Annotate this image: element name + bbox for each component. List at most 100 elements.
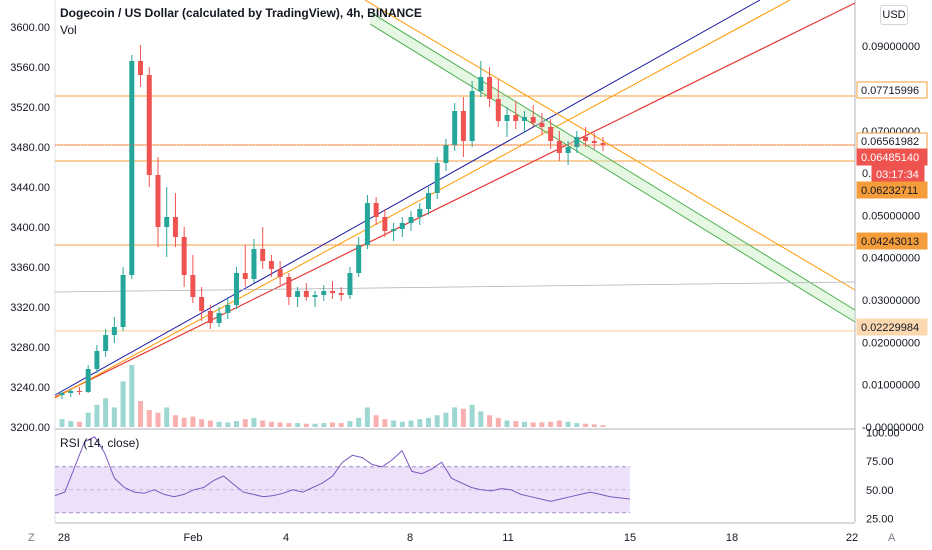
grey-line	[54, 281, 856, 293]
right-axis-tick: -0.00000000	[862, 422, 924, 434]
volume-bar	[155, 412, 161, 427]
time-axis-tick: 28	[58, 532, 70, 544]
volume-bar	[286, 423, 292, 427]
rsi-axis-tick: 75.00	[866, 456, 894, 468]
candle-body	[172, 217, 178, 237]
candle-body	[94, 351, 100, 369]
volume-bar	[504, 420, 510, 427]
volume-bar	[382, 419, 388, 427]
volume-bar	[460, 408, 466, 427]
left-corner-button[interactable]: Z	[28, 532, 35, 544]
volume-bar	[521, 421, 527, 427]
rsi-axis-tick: 25.00	[866, 514, 894, 526]
candle-body	[417, 209, 423, 217]
candle-body	[382, 217, 388, 231]
left-axis-tick: 3440.00	[10, 182, 50, 194]
price-label-box	[856, 181, 928, 199]
volume-bar	[513, 421, 519, 427]
volume-bar	[565, 421, 571, 427]
candle-body	[347, 273, 353, 295]
candle-body	[207, 311, 213, 323]
candle-body	[190, 275, 196, 297]
price-label: 0.06232711	[861, 185, 918, 197]
price-label: 0.02229984	[861, 322, 919, 334]
volume-bar	[591, 424, 597, 427]
currency-button[interactable]: USD	[880, 5, 908, 25]
volume-bar	[234, 421, 240, 427]
candle-body	[364, 203, 370, 245]
candle-body	[574, 137, 580, 147]
trendline-orange-up	[54, 0, 791, 399]
rsi-axis-tick: 100.00	[866, 427, 900, 439]
right-axis-tick: 0.02000000	[862, 337, 920, 349]
candle-body	[181, 237, 187, 275]
left-axis-tick: 3360.00	[10, 262, 50, 274]
candle-body	[556, 141, 562, 153]
candle-body	[434, 163, 440, 193]
candle-body	[242, 273, 248, 279]
candle-body	[373, 203, 379, 217]
candle-body	[138, 61, 144, 75]
volume-bar	[76, 421, 82, 427]
candle-body	[76, 391, 82, 392]
rsi-label: RSI (14, close)	[60, 436, 140, 450]
candle-body	[330, 291, 335, 293]
candle-body	[521, 117, 527, 121]
left-axis-tick: 3560.00	[10, 62, 50, 74]
candle-body	[251, 249, 257, 279]
volume-bar	[164, 407, 170, 427]
volume-bar	[478, 411, 484, 427]
volume-bar	[59, 419, 65, 427]
volume-bar	[129, 365, 135, 427]
price-label: 0.06485140	[861, 152, 919, 164]
volume-bar	[469, 404, 475, 427]
volume-bar	[260, 420, 266, 427]
volume-bar	[146, 410, 152, 427]
volume-bar	[120, 381, 126, 427]
volume-bar	[373, 415, 379, 427]
volume-bar	[103, 398, 109, 427]
candle-body	[164, 217, 170, 227]
volume-bar	[207, 420, 213, 427]
volume-bar	[312, 423, 318, 427]
rsi-axis-tick: 50.00	[866, 485, 894, 497]
volume-bar	[251, 417, 257, 427]
volume-bar	[583, 423, 589, 427]
volume-bar	[495, 417, 501, 427]
candle-body	[600, 143, 606, 145]
volume-bar	[356, 417, 362, 427]
volume-label: Vol	[60, 23, 77, 37]
channel-fill	[370, 12, 855, 322]
candle-body	[391, 229, 397, 231]
candle-body	[530, 117, 536, 123]
candle-body	[225, 305, 231, 313]
volume-bar	[600, 425, 606, 427]
right-axis-tick: 0.04000000	[862, 253, 920, 265]
volume-bar	[364, 407, 370, 427]
volume-bar	[303, 423, 309, 427]
volume-bar	[574, 423, 580, 427]
candle-body	[356, 245, 362, 273]
candle-body	[68, 391, 74, 393]
candle-body	[321, 291, 327, 295]
volume-bar	[417, 419, 423, 427]
candle-body	[146, 75, 152, 175]
left-axis-tick: 3480.00	[10, 142, 50, 154]
price-label-box	[856, 318, 928, 336]
candle-body	[495, 99, 501, 121]
price-label: 0.06561982	[861, 136, 919, 148]
candle-body	[565, 147, 571, 153]
candle-body	[443, 145, 449, 163]
right-corner-button[interactable]: A	[888, 532, 896, 544]
candle-body	[129, 61, 135, 275]
candle-body	[425, 193, 431, 209]
volume-bar	[199, 419, 205, 427]
left-axis-tick: 3240.00	[10, 382, 50, 394]
left-axis-tick: 3520.00	[10, 102, 50, 114]
volume-bar	[216, 421, 222, 427]
candle-body	[111, 327, 117, 335]
candle-body	[120, 275, 126, 327]
time-axis-tick: 8	[407, 532, 413, 544]
candle-body	[268, 261, 274, 269]
